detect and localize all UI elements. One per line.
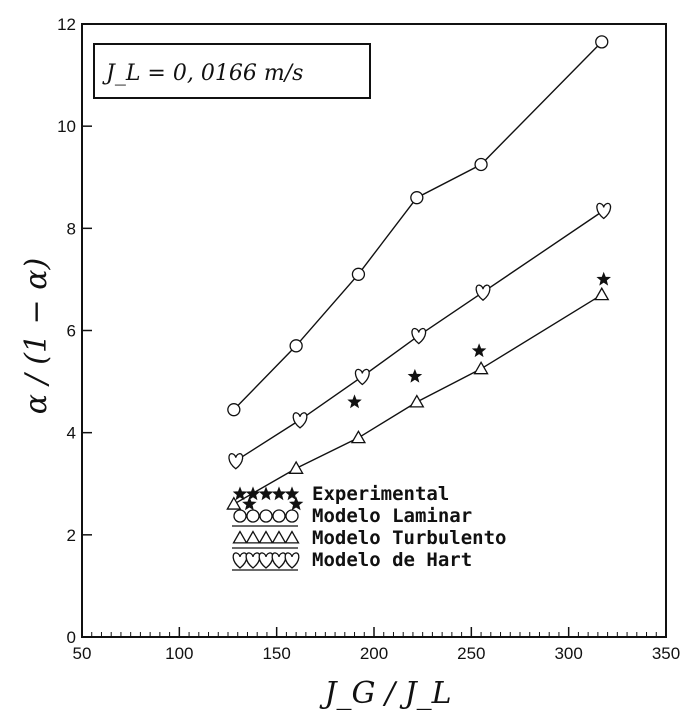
triangle-point [350,429,367,444]
x-tick-label: 250 [457,644,485,663]
star-point [242,496,257,511]
star-point [407,368,423,383]
star-point [347,394,362,409]
y-tick-label: 4 [67,424,76,443]
heart-point [411,327,427,345]
legend-heart-symbol [271,552,287,569]
legend-star-symbol [271,486,287,501]
legend-label: Modelo Turbulento [312,527,506,549]
legend-heart-symbol [245,552,261,569]
y-axis-label: α / (1 − α) [19,258,54,414]
legend-triangle-symbol [284,530,300,544]
triangle-point [409,394,425,408]
y-tick-label: 2 [67,526,76,545]
circle-point [351,267,366,281]
circle-point [227,403,241,417]
y-tick-label: 10 [57,117,76,136]
series-line [233,41,603,411]
triangle-point [473,361,489,375]
legend-circle-symbol [233,509,247,523]
star-point [471,343,487,358]
legend-triangle-symbol [258,530,274,544]
legend-triangle-symbol [232,530,248,544]
legend-label: Modelo de Hart [312,549,472,571]
legend-circle-symbol [285,509,299,523]
circle-point [289,339,303,353]
series-circle [227,35,609,417]
y-tick-label: 8 [67,219,76,238]
heart-point [475,284,491,302]
legend-circle-symbol [246,509,260,523]
y-tick-label: 12 [57,15,76,34]
legend-star-symbol [284,486,300,501]
legend-star-symbol [258,486,274,501]
series-line [235,209,605,462]
series-star [242,271,611,511]
legend-heart-symbol [258,552,274,569]
x-tick-label: 350 [652,644,680,663]
heart-point [228,453,244,470]
annotation-text: J_L = 0, 0166 m/s [102,61,303,86]
legend-triangle-symbol [271,530,287,544]
annotation-box: J_L = 0, 0166 m/s [93,43,371,99]
legend-star-symbol [232,486,248,501]
triangle-point [288,460,304,474]
heart-point [292,412,308,429]
heart-point [596,202,612,220]
annotation-jl: J_L = 0, 0166 m/s [102,61,303,86]
x-tick-label: 100 [165,644,193,663]
ticks: 50 100 150 200 250 300 350 0 2 4 6 8 10 12 [57,15,680,663]
x-axis-label: J_G / J_L [318,676,451,711]
legend-circle-symbol [272,509,286,523]
legend-heart-symbol [284,552,300,569]
y-tick-label: 0 [67,628,76,647]
heart-point [354,368,370,386]
legend-label: Experimental [312,483,449,505]
legend-label: Modelo Laminar [312,505,472,527]
series-triangle [226,286,610,510]
y-tick-label: 6 [67,322,76,341]
x-tick-label: 150 [262,644,290,663]
x-tick-label: 300 [554,644,582,663]
circle-point [474,157,488,172]
circle-point [595,35,609,49]
star-point [596,271,611,286]
triangle-point [226,496,242,510]
legend-star-symbol [245,486,261,501]
x-tick-label: 200 [360,644,388,663]
triangle-point [594,286,610,301]
star-point [288,496,304,511]
legend-circle-symbol [259,509,273,523]
legend-triangle-symbol [245,530,261,544]
legend-heart-symbol [232,552,248,569]
circle-point [410,191,424,205]
series-heart [228,202,612,470]
series-layer [226,35,612,511]
x-tick-label: 50 [73,644,92,663]
series-line [233,294,603,505]
